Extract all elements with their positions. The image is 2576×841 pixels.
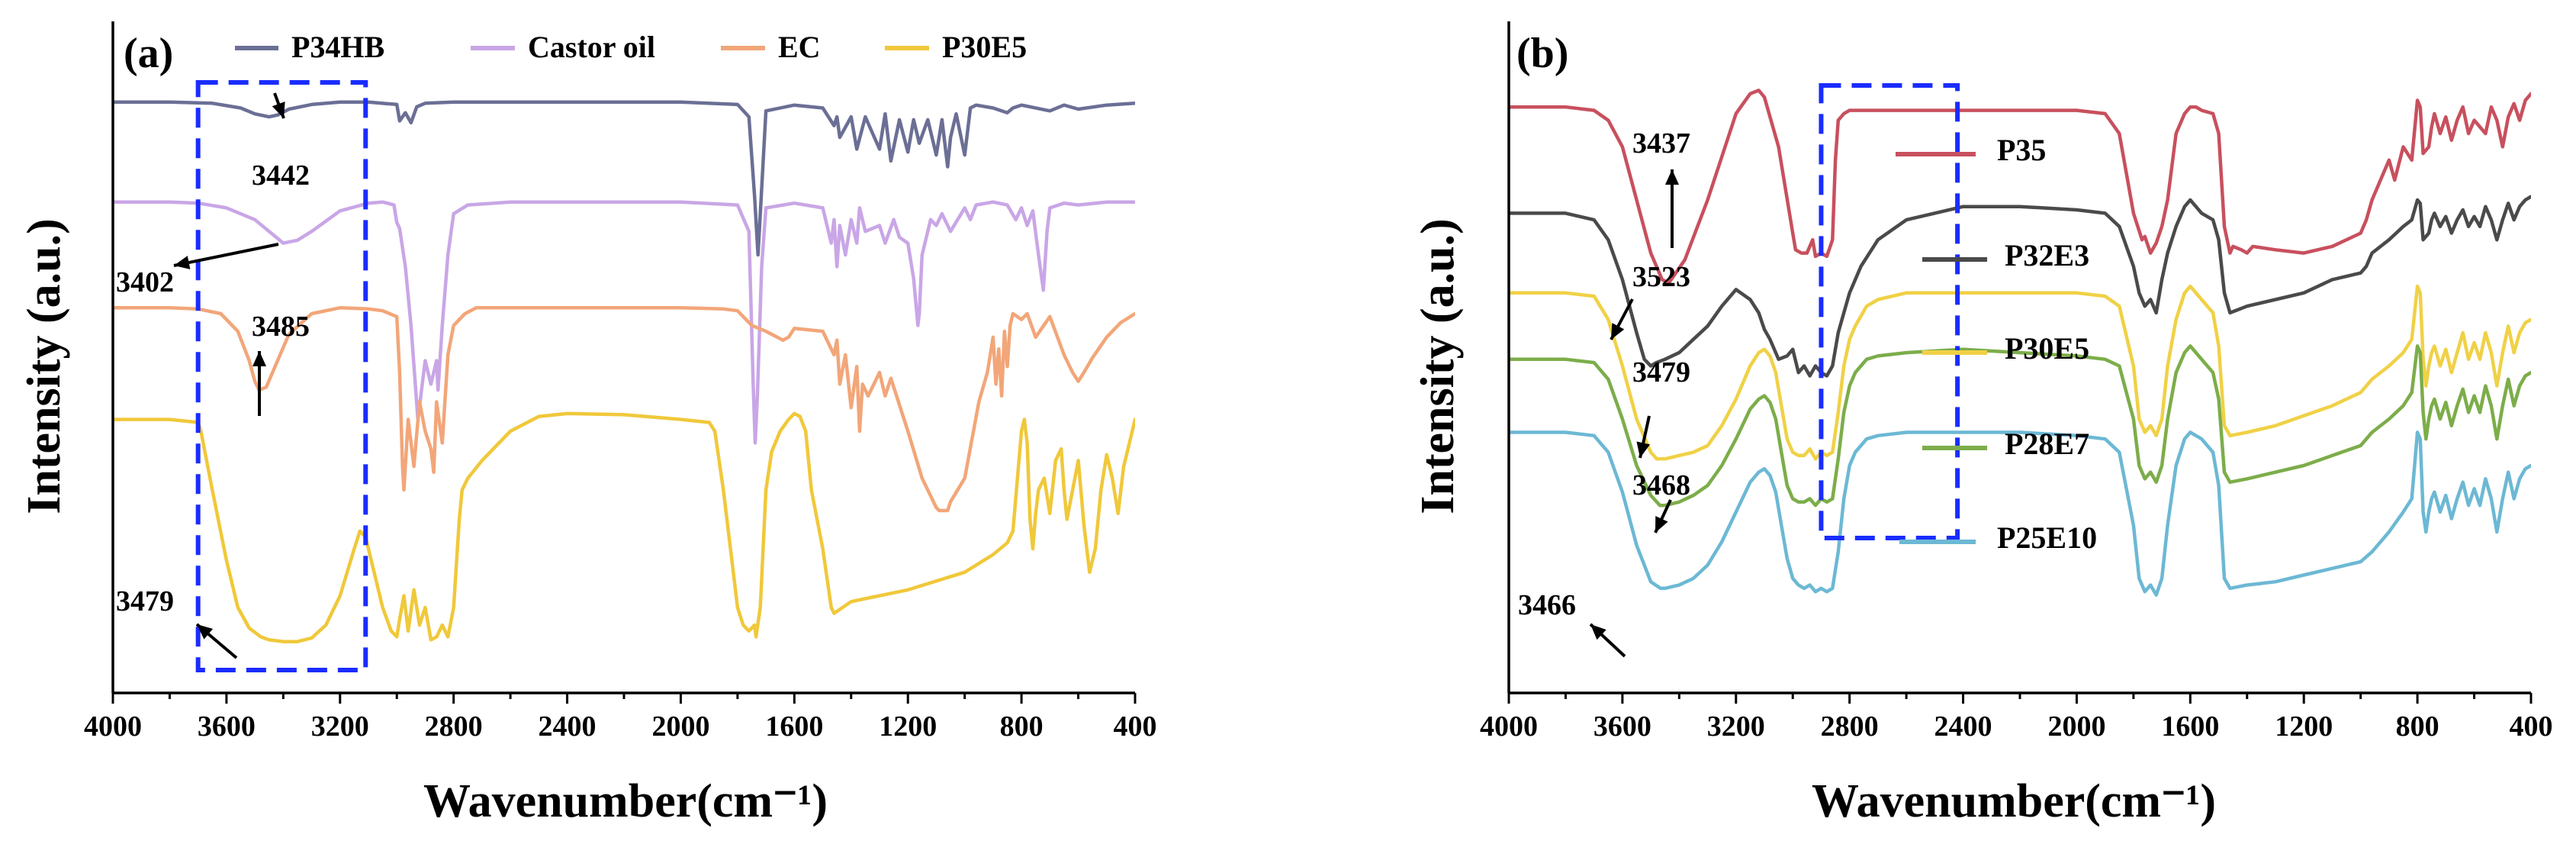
panel-a-series-p30e5-line (113, 411, 1135, 643)
panel-b-annotation-arrow-0 (1665, 169, 1679, 248)
panel-a-annotation-arrow-1-shaft (173, 243, 279, 267)
panel-a-x-tick-label-2400: 2400 (539, 710, 597, 743)
panel-a-legend-label-1: Castor oil (528, 30, 655, 64)
panel-b-series-group (1509, 89, 2531, 597)
panel-a-annotation-arrow-2-head (252, 351, 266, 366)
panel-a-annotation-3479: 3479 (116, 585, 174, 617)
panel-a-y-axis-title: Intensity (a.u.) (18, 218, 70, 514)
panel-a-highlight-box (195, 80, 368, 672)
panel-a-legend-label-0: P34HB (291, 30, 384, 64)
panel-a-series-castor-oil-line (113, 200, 1135, 445)
panel-a-annotation-arrow-3-head (197, 624, 214, 640)
panel-a-x-tick-label-1200: 1200 (879, 710, 937, 743)
panel-b-x-tick-label-800: 800 (2396, 710, 2439, 743)
panel-b-annotation-arrow-1 (1610, 298, 1634, 340)
panel-a-annotation-arrow-1 (173, 243, 279, 269)
panel-a-x-axis-title: Wavenumber(cm⁻¹) (423, 775, 828, 827)
panel-a-legend-label-3: P30E5 (942, 30, 1027, 64)
panel-b-x-tick-label-2400: 2400 (1934, 710, 1992, 743)
panel-a-annotation-arrow-0 (272, 92, 285, 119)
panel-b-label: (b) (1516, 30, 1568, 77)
panel-b-highlight-box (1819, 83, 1960, 540)
panel-a-series-group (113, 100, 1135, 643)
panel-a-annotation-arrow-2 (252, 351, 266, 416)
panel-b-legend-label-1: P32E3 (2005, 238, 2089, 272)
panel-b-x-tick-label-2800: 2800 (1821, 710, 1879, 743)
panel-b-annotation-arrow-2-head (1636, 441, 1651, 458)
panel-a-x-tick-label-2000: 2000 (651, 710, 709, 743)
panel-b-annotation-3479: 3479 (1632, 356, 1690, 388)
panel-a-x-tick-label-3600: 3600 (198, 710, 256, 743)
panel-a-annotation-arrow-3 (195, 623, 238, 659)
panel-b-annotation-arrow-4 (1589, 623, 1626, 658)
panel-b-annotation-3523: 3523 (1632, 261, 1690, 293)
panel-b-x-tick-label-4000: 4000 (1480, 710, 1538, 743)
panel-b-series-p35-line (1509, 89, 2531, 285)
panel-b-series-p25e10-line (1509, 430, 2531, 597)
panel-b-series-p32e3-line (1509, 195, 2531, 378)
panel-b-annotation-3468: 3468 (1632, 469, 1690, 501)
panel-a-chart: (a) Intensity (a.u.) Wavenumber(cm⁻¹) 40… (18, 21, 1157, 827)
panel-b-x-tick-label-400: 400 (2510, 710, 2553, 743)
panel-a-x-tick-label-2800: 2800 (425, 710, 483, 743)
panel-b-chart: (b) Intensity (a.u.) Wavenumber(cm⁻¹) 40… (1412, 21, 2553, 827)
panel-b-annotation-arrow-3-head (1655, 516, 1668, 533)
panel-a-annotation-arrow-0-head (272, 102, 285, 118)
panel-b-annotation-arrow-0-head (1665, 169, 1679, 185)
panel-a-x-tick-label-400: 400 (1114, 710, 1157, 743)
panel-a-x-tick-label-4000: 4000 (84, 710, 142, 743)
panel-a-x-tick-label-3200: 3200 (311, 710, 369, 743)
panel-a-legend-label-2: EC (778, 30, 821, 64)
panel-b-y-axis-title: Intensity (a.u.) (1412, 218, 1464, 514)
panel-b-annotation-arrow-3 (1654, 499, 1672, 533)
panel-a-x-tick-label-1600: 1600 (765, 710, 823, 743)
panel-b-annotation-3437: 3437 (1632, 127, 1690, 160)
panel-b-annotation-arrow-1-head (1611, 323, 1625, 340)
panel-b-annotation-arrow-2 (1636, 415, 1651, 459)
panel-b-legend-label-4: P25E10 (1997, 520, 2097, 555)
panel-b-series-p30e5-line (1509, 284, 2531, 461)
panel-b-x-axis-title: Wavenumber(cm⁻¹) (1812, 775, 2216, 827)
panel-a-label: (a) (124, 30, 173, 77)
panel-a-annotation-3485: 3485 (252, 311, 310, 343)
panel-a-x-tick-label-800: 800 (1000, 710, 1044, 743)
panel-b-annotation-arrow-4-head (1590, 624, 1606, 640)
panel-b-legend-label-3: P28E7 (2005, 427, 2089, 461)
panel-a-annotation-arrow-1-head (174, 256, 191, 269)
panel-b-legend-label-2: P30E5 (2005, 331, 2089, 366)
panel-b-annotation-3466: 3466 (1518, 589, 1576, 621)
panel-b-x-tick-label-3600: 3600 (1594, 710, 1651, 743)
panel-b-x-tick-label-1200: 1200 (2275, 710, 2333, 743)
panel-b-x-tick-label-3200: 3200 (1707, 710, 1765, 743)
panel-a-annotation-3442: 3442 (252, 160, 310, 192)
panel-b-x-tick-label-2000: 2000 (2047, 710, 2105, 743)
panel-a-series-ec-line (113, 306, 1135, 513)
panel-b-series-p28e7-line (1509, 344, 2531, 508)
panel-a-annotation-3402: 3402 (116, 266, 174, 298)
panel-b-x-tick-label-1600: 1600 (2161, 710, 2219, 743)
panel-b-legend-label-0: P35 (1997, 133, 2046, 167)
